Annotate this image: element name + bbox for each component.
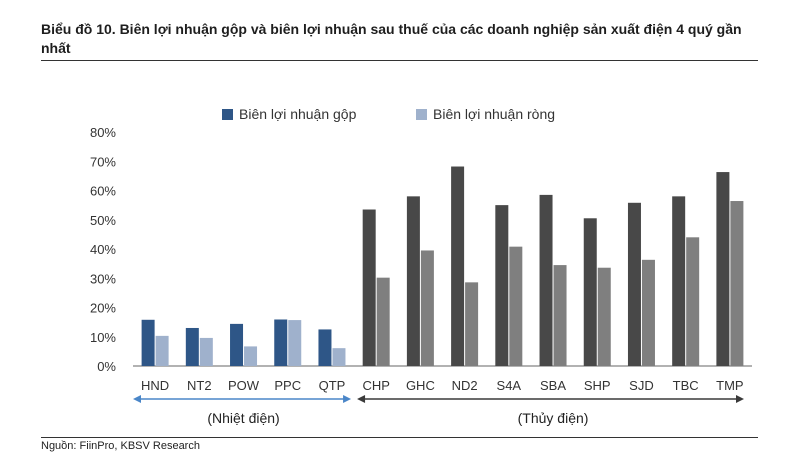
legend-label-gross: Biên lợi nhuận gộp <box>239 106 357 122</box>
x-tick-label: GHC <box>406 378 435 393</box>
x-tick-label: CHP <box>362 378 389 393</box>
bar-net-margin <box>465 282 479 366</box>
legend-swatch-gross <box>222 109 233 120</box>
x-axis: HND NT2 POW PPC QTP CHP GHC ND2 S4A SBA SHP SJD TBC T… <box>141 378 744 393</box>
bar-net-margin <box>730 201 744 366</box>
x-tick-label: SHP <box>584 378 611 393</box>
source-divider <box>41 437 758 438</box>
thermal-group-arrow-head-right <box>343 395 352 403</box>
x-tick-label: POW <box>228 378 260 393</box>
y-tick-label: 20% <box>90 301 116 316</box>
bar-gross-margin <box>539 194 553 366</box>
y-axis: 0% 10% 20% 30% 40% 50% 60% 70% 80% <box>90 125 752 374</box>
bar-net-margin <box>597 267 611 366</box>
x-tick-label: PPC <box>274 378 301 393</box>
bar-gross-margin <box>583 218 597 366</box>
bars <box>141 166 744 366</box>
bar-net-margin <box>155 335 169 366</box>
y-tick-label: 30% <box>90 271 116 286</box>
bar-net-margin <box>509 246 523 366</box>
hydro-group-label: (Thủy điện) <box>518 410 589 426</box>
bar-net-margin <box>244 346 258 366</box>
x-tick-label: SJD <box>629 378 654 393</box>
source-note: Nguồn: FiinPro, KBSV Research <box>41 440 200 452</box>
bar-gross-margin <box>406 196 420 366</box>
x-tick-label: ND2 <box>452 378 478 393</box>
y-tick-label: 40% <box>90 242 116 257</box>
y-tick-label: 50% <box>90 213 116 228</box>
group-indicators: (Nhiệt điện) (Thủy điện) <box>133 395 744 426</box>
y-tick-label: 10% <box>90 330 116 345</box>
bar-net-margin <box>420 250 434 366</box>
legend-label-net: Biên lợi nhuận ròng <box>433 106 555 122</box>
bar-gross-margin <box>230 323 244 366</box>
y-tick-label: 0% <box>97 359 116 374</box>
bar-gross-margin <box>451 166 465 366</box>
bar-gross-margin <box>627 202 641 366</box>
bar-net-margin <box>641 259 655 366</box>
legend-swatch-net <box>416 109 427 120</box>
thermal-group-arrow-head-left <box>133 395 141 403</box>
title-divider <box>41 60 758 61</box>
y-tick-label: 60% <box>90 184 116 199</box>
bar-net-margin <box>553 265 567 366</box>
bar-net-margin <box>199 337 213 366</box>
x-tick-label: QTP <box>319 378 346 393</box>
bar-gross-margin <box>716 172 730 366</box>
bar-gross-margin <box>672 196 686 366</box>
x-tick-label: TMP <box>716 378 743 393</box>
bar-gross-margin <box>185 327 199 366</box>
x-tick-label: S4A <box>497 378 522 393</box>
bar-gross-margin <box>274 319 288 366</box>
chart-title: Biểu đồ 10. Biên lợi nhuận gộp và biên l… <box>41 21 742 56</box>
thermal-group-label: (Nhiệt điện) <box>207 410 279 426</box>
legend: Biên lợi nhuận gộp Biên lợi nhuận ròng <box>222 106 555 122</box>
bar-net-margin <box>376 277 390 366</box>
y-tick-label: 80% <box>90 125 116 140</box>
hydro-group-arrow-head-left <box>357 395 366 403</box>
bar-gross-margin <box>362 209 376 366</box>
bar-net-margin <box>288 320 302 366</box>
hydro-group-arrow-head-right <box>736 395 744 403</box>
x-tick-label: TBC <box>673 378 699 393</box>
bar-net-margin <box>686 237 700 366</box>
y-tick-label: 70% <box>90 154 116 169</box>
bar-gross-margin <box>318 329 332 366</box>
bar-net-margin <box>332 348 346 366</box>
x-tick-label: SBA <box>540 378 566 393</box>
x-tick-label: HND <box>141 378 169 393</box>
bar-gross-margin <box>141 319 155 366</box>
bar-gross-margin <box>495 205 509 366</box>
x-tick-label: NT2 <box>187 378 212 393</box>
